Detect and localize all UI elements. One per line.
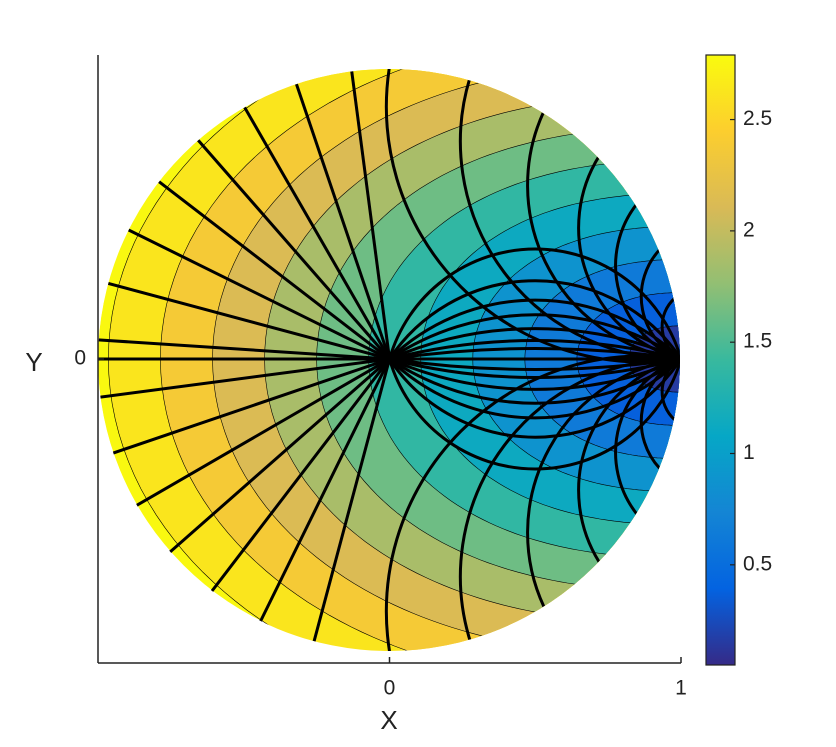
- field-line: [201, 358, 391, 604]
- field-line: [388, 298, 680, 361]
- field-line: [458, 357, 680, 641]
- field-lines: [98, 69, 680, 651]
- x-tick-label: 1: [675, 677, 687, 700]
- x-tick-label: 0: [384, 677, 396, 700]
- field-line: [614, 357, 680, 515]
- colorbar: [705, 54, 736, 666]
- field-line: [458, 77, 680, 361]
- field-line: [98, 337, 390, 361]
- field-line: [98, 357, 390, 401]
- field-line: [235, 92, 391, 360]
- colorbar-tick-label: 1: [743, 441, 755, 464]
- field-line: [252, 358, 391, 635]
- field-line: [577, 155, 680, 361]
- field-line: [639, 248, 680, 361]
- field-line: [614, 203, 680, 361]
- field-line: [388, 358, 680, 471]
- field-line: [145, 170, 391, 361]
- field-line: [123, 357, 391, 514]
- colorbar-tick-label: 2.5: [743, 107, 772, 130]
- colorbar-tick-label: 1.5: [743, 330, 772, 353]
- field-line: [348, 69, 391, 360]
- field-line: [98, 278, 390, 361]
- y-tick-label: 0: [74, 347, 86, 370]
- field-line: [388, 357, 680, 420]
- field-line: [289, 69, 391, 360]
- colorbar-tick-label: 0.5: [743, 552, 772, 575]
- field-line: [388, 357, 680, 405]
- field-line: [114, 221, 391, 361]
- field-line: [639, 357, 680, 470]
- field-line: [99, 357, 390, 460]
- field-line: [526, 110, 680, 361]
- field-line: [388, 247, 680, 360]
- field-line: [577, 357, 680, 563]
- field-line: [158, 357, 391, 563]
- y-axis-label: Y: [25, 347, 42, 377]
- field-line: [186, 127, 391, 360]
- field-line: [526, 357, 680, 608]
- field-line: [384, 69, 680, 364]
- field-line: [388, 313, 680, 361]
- field-line: [308, 358, 391, 651]
- colorbar-tick-label: 2: [743, 218, 755, 241]
- x-axis-label: X: [380, 705, 397, 735]
- field-line: [384, 354, 680, 651]
